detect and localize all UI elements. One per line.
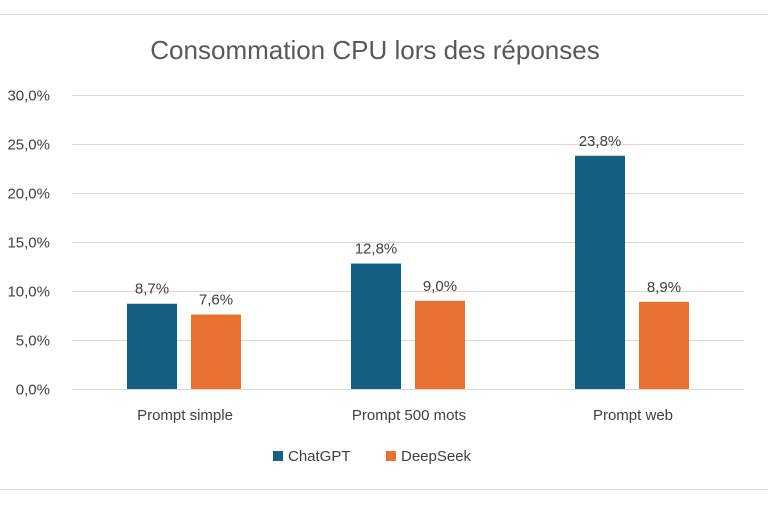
- data-label: 9,0%: [423, 278, 457, 295]
- data-label: 7,6%: [199, 292, 233, 309]
- chart-title: Consommation CPU lors des réponses: [150, 35, 599, 65]
- legend-label: ChatGPT: [288, 448, 351, 465]
- data-label: 12,8%: [355, 241, 398, 258]
- bar-chatgpt: [127, 303, 177, 389]
- y-tick-label: 15,0%: [7, 235, 50, 252]
- bar-chatgpt: [575, 155, 625, 389]
- y-tick-label: 0,0%: [16, 382, 50, 399]
- data-label: 8,7%: [135, 281, 169, 298]
- data-label: 23,8%: [579, 133, 622, 150]
- bars: [127, 155, 689, 389]
- y-tick-label: 20,0%: [7, 186, 50, 203]
- legend-label: DeepSeek: [401, 448, 472, 465]
- x-category-label: Prompt simple: [137, 407, 233, 424]
- x-axis-categories: Prompt simple Prompt 500 mots Prompt web: [137, 407, 673, 424]
- x-category-label: Prompt 500 mots: [352, 407, 466, 424]
- data-labels: 8,7% 7,6% 12,8% 9,0% 23,8% 8,9%: [135, 133, 681, 309]
- y-tick-label: 25,0%: [7, 137, 50, 154]
- legend: ChatGPT DeepSeek: [273, 448, 472, 465]
- y-axis-ticks: 0,0% 5,0% 10,0% 15,0% 20,0% 25,0% 30,0%: [7, 88, 50, 399]
- legend-swatch-chatgpt: [273, 451, 283, 461]
- y-tick-label: 10,0%: [7, 284, 50, 301]
- bar-deepseek: [415, 300, 465, 389]
- y-tick-label: 30,0%: [7, 88, 50, 105]
- bar-deepseek: [639, 301, 689, 389]
- x-category-label: Prompt web: [593, 407, 673, 424]
- bar-deepseek: [191, 314, 241, 389]
- legend-swatch-deepseek: [386, 451, 396, 461]
- data-label: 8,9%: [647, 279, 681, 296]
- y-tick-label: 5,0%: [16, 333, 50, 350]
- bar-chatgpt: [351, 263, 401, 389]
- gridlines: [72, 95, 744, 390]
